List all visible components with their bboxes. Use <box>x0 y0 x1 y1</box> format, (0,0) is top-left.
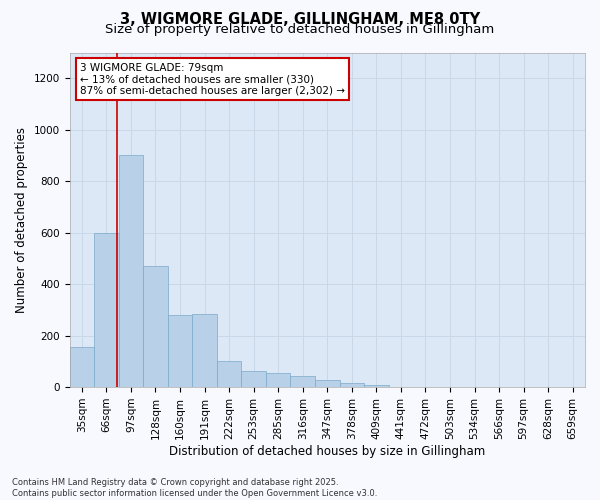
Bar <box>340 383 364 387</box>
X-axis label: Distribution of detached houses by size in Gillingham: Distribution of detached houses by size … <box>169 444 485 458</box>
Bar <box>192 314 217 387</box>
Bar <box>266 373 290 387</box>
Bar <box>315 380 340 387</box>
Text: 3 WIGMORE GLADE: 79sqm
← 13% of detached houses are smaller (330)
87% of semi-de: 3 WIGMORE GLADE: 79sqm ← 13% of detached… <box>80 62 345 96</box>
Text: Size of property relative to detached houses in Gillingham: Size of property relative to detached ho… <box>106 22 494 36</box>
Bar <box>364 385 389 387</box>
Bar <box>143 266 168 387</box>
Bar <box>168 315 192 387</box>
Bar <box>70 347 94 387</box>
Y-axis label: Number of detached properties: Number of detached properties <box>15 127 28 313</box>
Bar <box>241 371 266 387</box>
Bar <box>290 376 315 387</box>
Text: 3, WIGMORE GLADE, GILLINGHAM, ME8 0TY: 3, WIGMORE GLADE, GILLINGHAM, ME8 0TY <box>120 12 480 28</box>
Bar <box>217 362 241 387</box>
Bar <box>119 156 143 387</box>
Bar <box>94 232 119 387</box>
Text: Contains HM Land Registry data © Crown copyright and database right 2025.
Contai: Contains HM Land Registry data © Crown c… <box>12 478 377 498</box>
